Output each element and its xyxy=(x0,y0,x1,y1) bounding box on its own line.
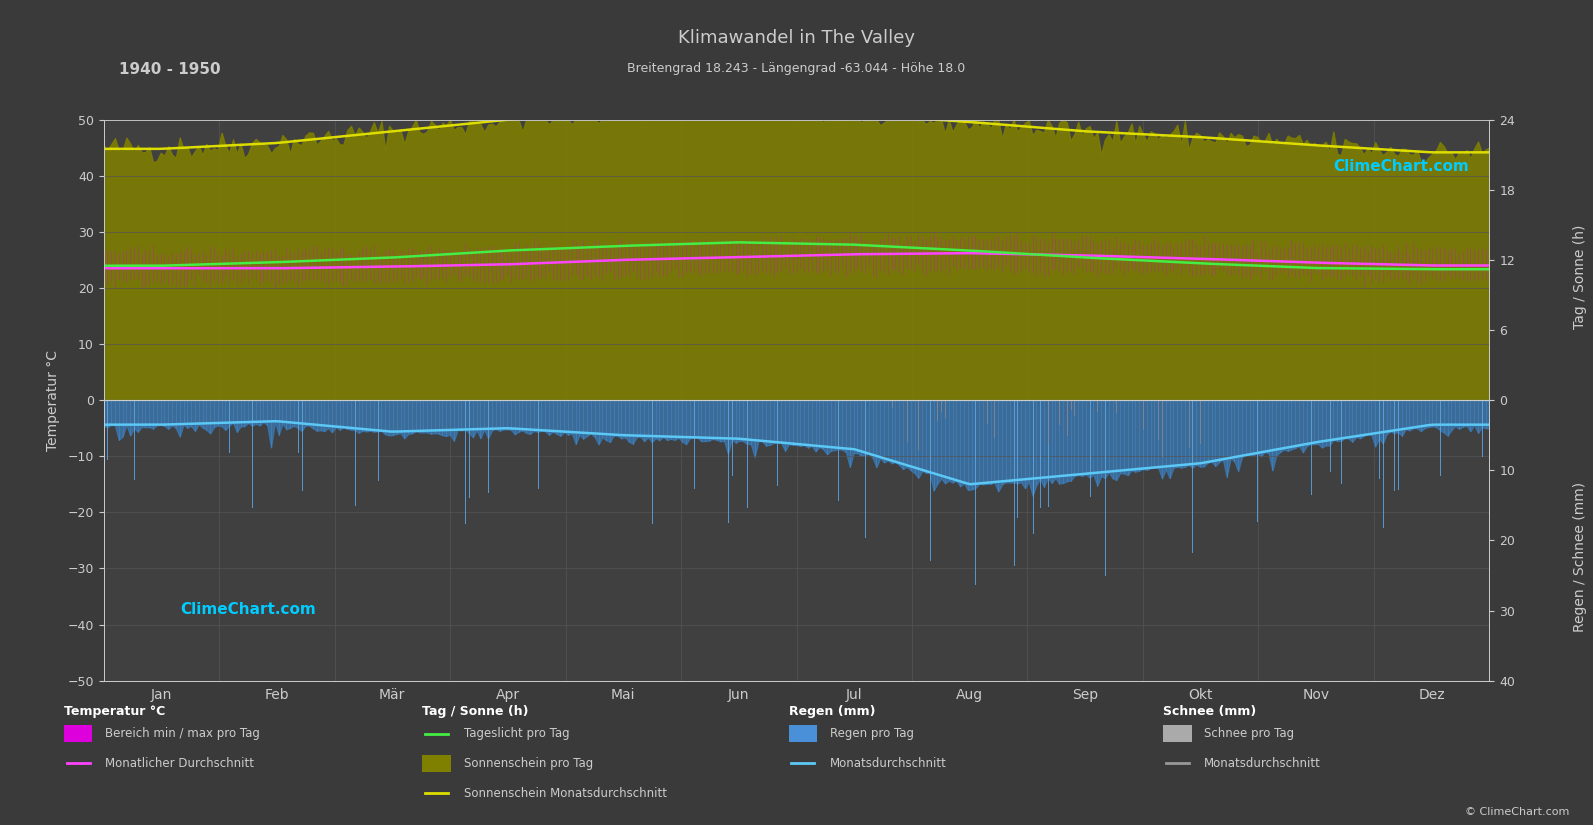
Text: Schnee (mm): Schnee (mm) xyxy=(1163,705,1257,719)
Text: Tag / Sonne (h): Tag / Sonne (h) xyxy=(1572,224,1587,329)
Text: Sonnenschein pro Tag: Sonnenschein pro Tag xyxy=(464,757,593,770)
Text: Monatsdurchschnitt: Monatsdurchschnitt xyxy=(830,757,946,770)
Text: Regen (mm): Regen (mm) xyxy=(789,705,875,719)
Text: Regen / Schnee (mm): Regen / Schnee (mm) xyxy=(1572,482,1587,632)
Text: Monatsdurchschnitt: Monatsdurchschnitt xyxy=(1204,757,1321,770)
Y-axis label: Temperatur °C: Temperatur °C xyxy=(46,350,61,450)
Y-axis label: Tag / Sonne (h): Tag / Sonne (h) xyxy=(0,348,14,452)
Text: Regen pro Tag: Regen pro Tag xyxy=(830,727,914,740)
Text: © ClimeChart.com: © ClimeChart.com xyxy=(1464,807,1569,817)
Text: Sonnenschein Monatsdurchschnitt: Sonnenschein Monatsdurchschnitt xyxy=(464,787,666,799)
Text: Klimawandel in The Valley: Klimawandel in The Valley xyxy=(679,29,914,47)
Text: 1940 - 1950: 1940 - 1950 xyxy=(119,62,221,77)
Text: Bereich min / max pro Tag: Bereich min / max pro Tag xyxy=(105,727,260,740)
Text: Monatlicher Durchschnitt: Monatlicher Durchschnitt xyxy=(105,757,255,770)
Text: ClimeChart.com: ClimeChart.com xyxy=(180,602,315,617)
Y-axis label: Regen / Schnee (mm): Regen / Schnee (mm) xyxy=(0,325,14,475)
Text: Tageslicht pro Tag: Tageslicht pro Tag xyxy=(464,727,569,740)
Text: Breitengrad 18.243 - Längengrad -63.044 - Höhe 18.0: Breitengrad 18.243 - Längengrad -63.044 … xyxy=(628,62,965,75)
Text: ClimeChart.com: ClimeChart.com xyxy=(1333,159,1469,174)
Text: Schnee pro Tag: Schnee pro Tag xyxy=(1204,727,1295,740)
Text: Temperatur °C: Temperatur °C xyxy=(64,705,166,719)
Text: Tag / Sonne (h): Tag / Sonne (h) xyxy=(422,705,529,719)
